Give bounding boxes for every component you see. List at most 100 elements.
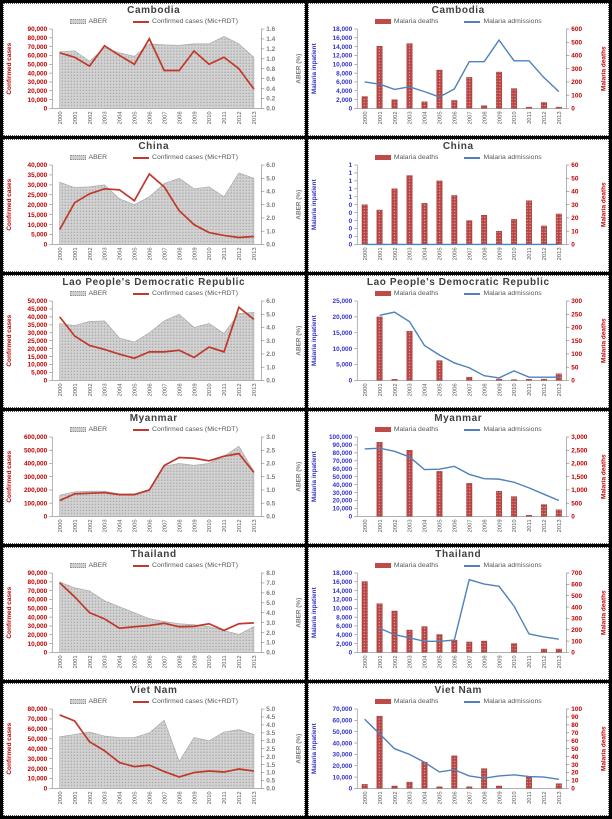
x-axis-tick-label: 2013 <box>252 519 258 532</box>
chart-canvas-myanmar-deaths: 010,00020,00030,00040,00050,00060,00070,… <box>311 434 607 532</box>
plot-area: 0 10,000 20,000 30,000 40,000 50,000 60,000 70,… <box>4 570 304 679</box>
x-axis-tick-label: 2009 <box>497 791 503 804</box>
x-axis-tick-label: 2013 <box>252 111 258 124</box>
left-axis-tick-label: 0 <box>348 378 352 385</box>
right-axis-tick-label: 2.0 <box>266 215 275 222</box>
left-axis-tick-label: 6,000 <box>336 79 352 86</box>
bar <box>495 491 502 517</box>
legend-key: Malaria admissions <box>464 425 542 434</box>
x-axis-tick-label: 2002 <box>88 247 94 260</box>
chart-canvas-lao-deaths: 0 5,000 10,000 15,000 20,000 25,000 Malaria in… <box>311 298 607 397</box>
x-axis-tick-label: 2004 <box>118 791 124 805</box>
legend-key: Confirmed cases (Mic+RDT) <box>133 697 238 706</box>
x-axis-tick-label: 2003 <box>103 519 109 532</box>
left-axis-tick-label: 0 <box>348 226 352 233</box>
left-axis-tick-label: 0 <box>348 234 352 241</box>
right-axis-tick-label: 100 <box>571 706 582 713</box>
area-series <box>59 581 255 653</box>
left-axis-tick-label: 1 <box>348 194 352 201</box>
area-swatch-icon <box>69 155 86 160</box>
x-axis-tick-label: 2005 <box>133 383 139 396</box>
line-series <box>379 311 559 379</box>
right-axis-tick-label: 2.5 <box>266 447 275 454</box>
x-axis-tick-label: 2008 <box>482 519 488 532</box>
bar <box>406 43 413 109</box>
x-axis-tick-label: 2002 <box>392 247 398 260</box>
chart-panel-myanmar-deaths: Myanmar Malaria deaths Malaria admission… <box>307 411 609 544</box>
left-axis-tick-label: 2,000 <box>336 97 352 104</box>
bar <box>361 96 368 109</box>
x-axis-tick-label: 2001 <box>377 383 383 396</box>
right-axis-tick-label: 10 <box>571 778 579 785</box>
x-axis-tick-label: 2007 <box>467 111 473 124</box>
x-axis-tick-label: 2007 <box>467 247 473 260</box>
left-axis-tick-label: 0 <box>348 202 352 209</box>
x-axis-tick-label: 2006 <box>148 655 154 668</box>
x-axis-tick-label: 2000 <box>362 383 368 396</box>
right-axis-title: ABER (%) <box>295 190 302 220</box>
left-axis-tick-label: 35,000 <box>28 322 48 329</box>
legend-key: Malaria deaths <box>374 697 438 706</box>
left-axis-tick-label: 30,000 <box>28 330 48 337</box>
right-axis-title: ABER (%) <box>295 54 302 84</box>
x-axis-tick-label: 2011 <box>222 247 228 260</box>
plot-area: 0 5,000 10,000 15,000 20,000 25,000 30,000 35,0… <box>4 298 304 407</box>
left-axis-tick-label: 10,000 <box>28 641 48 648</box>
right-axis-tick-label: 2.0 <box>266 754 275 761</box>
legend-key: Confirmed cases (Mic+RDT) <box>133 289 238 298</box>
bar <box>406 629 413 653</box>
bar <box>555 783 562 789</box>
right-axis-tick-label: 3.0 <box>266 738 275 745</box>
bar <box>555 213 562 245</box>
x-axis-tick-label: 2003 <box>103 111 109 124</box>
left-axis-tick-label: 15,000 <box>28 212 48 219</box>
bar <box>435 471 442 517</box>
chart-title: Myanmar <box>434 413 483 424</box>
bar <box>495 230 502 245</box>
chart-canvas-vietnam-deaths: 0 10,000 20,000 30,000 40,000 50,000 60,000 70,… <box>311 706 607 804</box>
bar <box>391 785 398 789</box>
x-axis-tick-label: 2008 <box>177 655 183 668</box>
x-axis-tick-label: 2005 <box>437 247 443 260</box>
left-axis-tick-label: 5,000 <box>336 362 352 369</box>
right-axis-title: Malaria deaths <box>600 590 607 635</box>
area-swatch-icon <box>69 699 86 704</box>
left-axis-tick-label: 70,000 <box>28 588 48 595</box>
bar <box>376 715 383 789</box>
right-axis-tick-label: 300 <box>571 298 582 305</box>
x-axis-tick-label: 2013 <box>252 655 258 668</box>
x-axis-tick-label: 2009 <box>497 519 503 532</box>
bar <box>450 195 457 245</box>
plot-area: 0 10,000 20,000 30,000 40,000 50,000 60,000 70,… <box>309 434 609 543</box>
right-axis-tick-label: 50 <box>571 746 579 753</box>
left-axis-tick-label: 0 <box>348 218 352 225</box>
chart-panel-china-deaths: China Malaria deaths Malaria admissions … <box>307 139 609 272</box>
left-axis-title: Confirmed cases <box>6 178 13 230</box>
right-axis-tick-label: 3.0 <box>266 434 275 441</box>
line-swatch-icon <box>464 564 481 567</box>
chart-title: Lao People's Democratic Republic <box>366 277 550 288</box>
x-axis-tick-label: 2009 <box>192 111 198 124</box>
x-axis-tick-label: 2002 <box>88 383 94 396</box>
x-axis-tick-label: 2004 <box>422 383 428 397</box>
left-axis-tick-label: 30,000 <box>332 490 352 497</box>
legend-label: Malaria admissions <box>483 154 542 161</box>
line-swatch-icon <box>464 700 481 703</box>
x-axis-tick-label: 2013 <box>557 111 563 124</box>
left-axis-tick-label: 50,000 <box>332 474 352 481</box>
left-axis-tick-label: 50,000 <box>28 606 48 613</box>
chart-canvas-vietnam-cases: 0 10,000 20,000 30,000 40,000 50,000 60,000 70,… <box>6 706 302 805</box>
line-series <box>59 305 255 360</box>
chart-canvas-myanmar-cases: 0 100,000 200,000 300,000 400,000 500,000 600,… <box>6 434 302 532</box>
line-swatch-icon <box>133 700 150 703</box>
x-axis-tick-label: 2009 <box>192 383 198 396</box>
x-axis-tick-label: 2003 <box>103 655 109 668</box>
chart-panel-myanmar-cases: Myanmar ABER Confirmed cases (Mic+RDT) 0… <box>3 411 305 544</box>
x-axis-tick-label: 2002 <box>392 519 398 532</box>
left-axis-title: Confirmed cases <box>6 42 13 94</box>
x-axis-tick-label: 2005 <box>133 791 139 804</box>
legend-label: Malaria deaths <box>393 18 439 25</box>
x-axis-tick-label: 2007 <box>467 383 473 396</box>
right-axis-tick-label: 10 <box>571 228 579 235</box>
